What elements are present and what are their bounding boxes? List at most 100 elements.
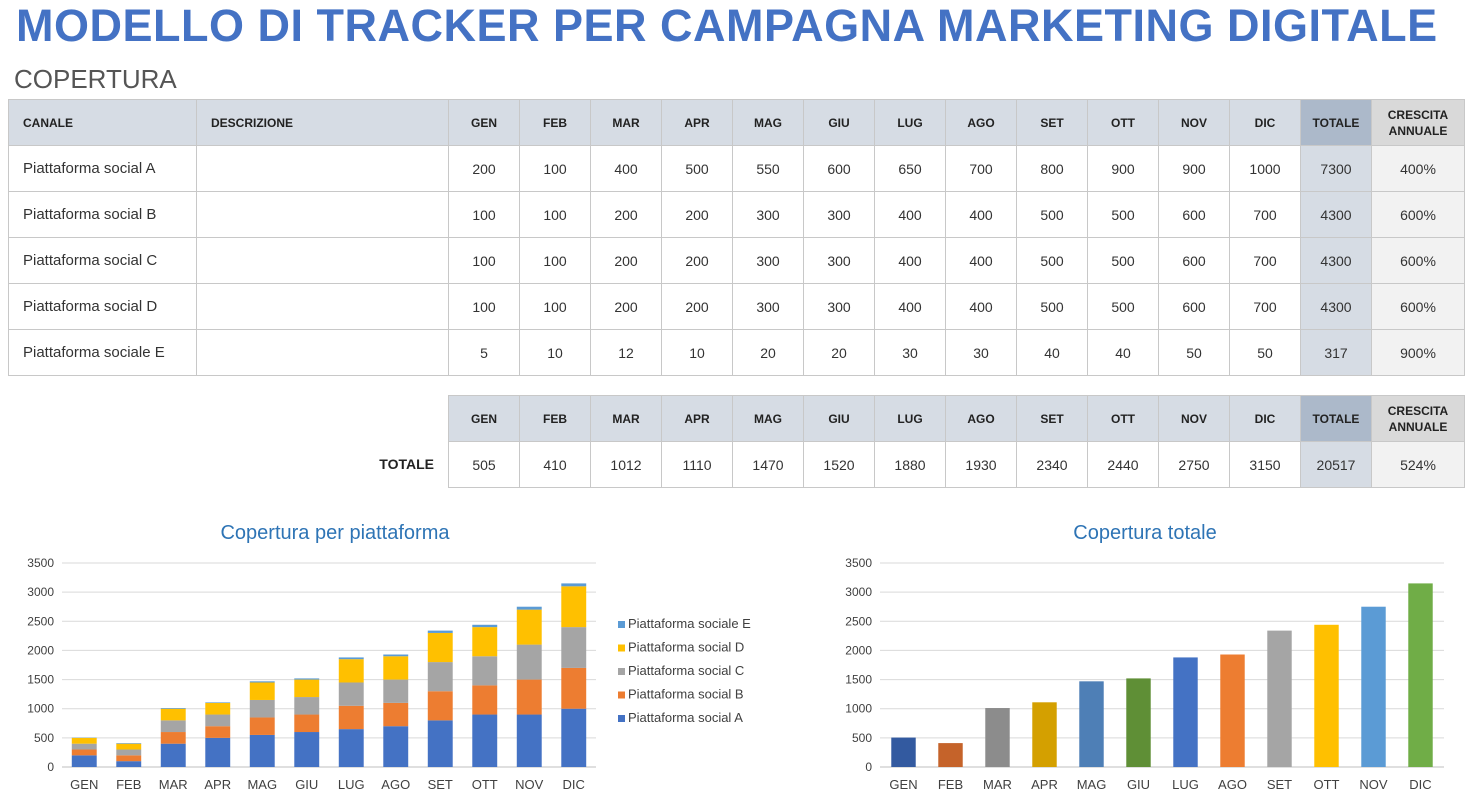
x-tick-label: APR — [1031, 777, 1058, 792]
header-growth: CRESCITA ANNUALE — [1371, 395, 1465, 442]
month-value: 600 — [1158, 283, 1230, 330]
month-value: 200 — [590, 237, 662, 284]
bar-segment — [472, 714, 498, 767]
header-month: GEN — [448, 99, 520, 146]
bar-segment — [383, 679, 409, 703]
month-value: 50 — [1158, 329, 1230, 376]
channel-description[interactable] — [196, 283, 449, 330]
month-value: 300 — [732, 283, 804, 330]
chart-title-total: Copertura totale — [1073, 522, 1217, 544]
header-month: AGO — [945, 99, 1017, 146]
month-value: 900 — [1087, 145, 1159, 192]
month-value: 500 — [1016, 191, 1088, 238]
total-growth: 524% — [1371, 441, 1465, 488]
month-value: 200 — [661, 237, 733, 284]
x-tick-label: OTT — [1314, 777, 1340, 792]
bar-segment — [516, 644, 542, 680]
header-growth: CRESCITA ANNUALE — [1371, 99, 1465, 146]
x-tick-label: GIU — [295, 777, 318, 792]
month-value: 20 — [732, 329, 804, 376]
header-month: FEB — [519, 395, 591, 442]
header-month: GIU — [803, 395, 875, 442]
x-tick-label: MAG — [1077, 777, 1107, 792]
channel-description[interactable] — [196, 191, 449, 238]
bar-segment — [294, 732, 320, 767]
month-value: 700 — [945, 145, 1017, 192]
month-value: 400 — [945, 191, 1017, 238]
table-row: Piattaforma social D 100 100 200 200 300 300 40… — [8, 283, 1465, 330]
month-value: 30 — [945, 329, 1017, 376]
y-tick-label: 3500 — [27, 556, 54, 570]
row-growth: 600% — [1371, 283, 1465, 330]
month-value: 100 — [519, 283, 591, 330]
bar-segment — [516, 606, 542, 610]
y-tick-label: 1000 — [845, 702, 872, 716]
header-channel: CANALE — [8, 99, 197, 146]
total-month-value: 1470 — [732, 441, 804, 488]
month-value: 12 — [590, 329, 662, 376]
total-month-value: 505 — [448, 441, 520, 488]
bar-segment — [516, 679, 542, 715]
channel-description[interactable] — [196, 329, 449, 376]
header-total: TOTALE — [1300, 395, 1372, 442]
month-value: 400 — [945, 283, 1017, 330]
month-value: 300 — [803, 237, 875, 284]
x-tick-label: APR — [204, 777, 231, 792]
bar-segment — [338, 705, 364, 730]
channel-description[interactable] — [196, 237, 449, 284]
chart-coverage-by-platform: 0 500 1000 1500 2000 2500 3000 3500 GEN FEB MAR APR… — [27, 556, 751, 792]
row-growth: 400% — [1371, 145, 1465, 192]
bar-segment — [71, 737, 97, 744]
month-value: 300 — [732, 237, 804, 284]
x-tick-label: LUG — [1172, 777, 1199, 792]
month-value: 700 — [1229, 191, 1301, 238]
month-value: 1000 — [1229, 145, 1301, 192]
month-value: 400 — [874, 283, 946, 330]
month-value: 40 — [1087, 329, 1159, 376]
month-value: 300 — [803, 283, 875, 330]
bar-segment — [427, 662, 453, 692]
header-month: MAR — [590, 99, 662, 146]
x-tick-label: SET — [1267, 777, 1292, 792]
legend-swatch — [618, 668, 625, 675]
total-month-value: 2750 — [1158, 441, 1230, 488]
header-description: DESCRIZIONE — [196, 99, 449, 146]
legend-swatch — [618, 715, 625, 722]
bar-segment — [116, 755, 142, 762]
channel-description[interactable] — [196, 145, 449, 192]
bar-segment — [338, 659, 364, 683]
month-value: 20 — [803, 329, 875, 376]
bar-segment — [116, 761, 142, 767]
bar-segment — [249, 681, 275, 683]
bar-segment — [205, 702, 231, 703]
total-month-value: 1520 — [803, 441, 875, 488]
bar-segment — [383, 726, 409, 767]
bar-segment — [160, 743, 186, 767]
header-month: OTT — [1087, 99, 1159, 146]
bar-segment — [472, 627, 498, 657]
month-value: 100 — [448, 237, 520, 284]
bar-segment — [516, 714, 542, 767]
x-tick-label: MAR — [983, 777, 1012, 792]
legend-label: Piattaforma social C — [628, 663, 744, 678]
month-value: 800 — [1016, 145, 1088, 192]
section-title: COPERTURA — [14, 64, 177, 94]
x-tick-label: AGO — [1218, 777, 1247, 792]
table-row: Piattaforma social A 200 100 400 500 550 600 65… — [8, 145, 1465, 192]
bar-segment — [116, 749, 142, 756]
bar-segment — [383, 656, 409, 680]
bar-segment — [427, 630, 453, 633]
bar — [1361, 606, 1386, 767]
bar-segment — [249, 717, 275, 735]
month-value: 200 — [661, 283, 733, 330]
month-value: 600 — [1158, 237, 1230, 284]
month-value: 200 — [590, 283, 662, 330]
row-total: 4300 — [1300, 237, 1372, 284]
bar-segment — [205, 726, 231, 738]
header-month: SET — [1016, 395, 1088, 442]
row-growth: 600% — [1371, 237, 1465, 284]
header-month: FEB — [519, 99, 591, 146]
bar-segment — [294, 678, 320, 680]
header-month: LUG — [874, 395, 946, 442]
month-value: 200 — [448, 145, 520, 192]
